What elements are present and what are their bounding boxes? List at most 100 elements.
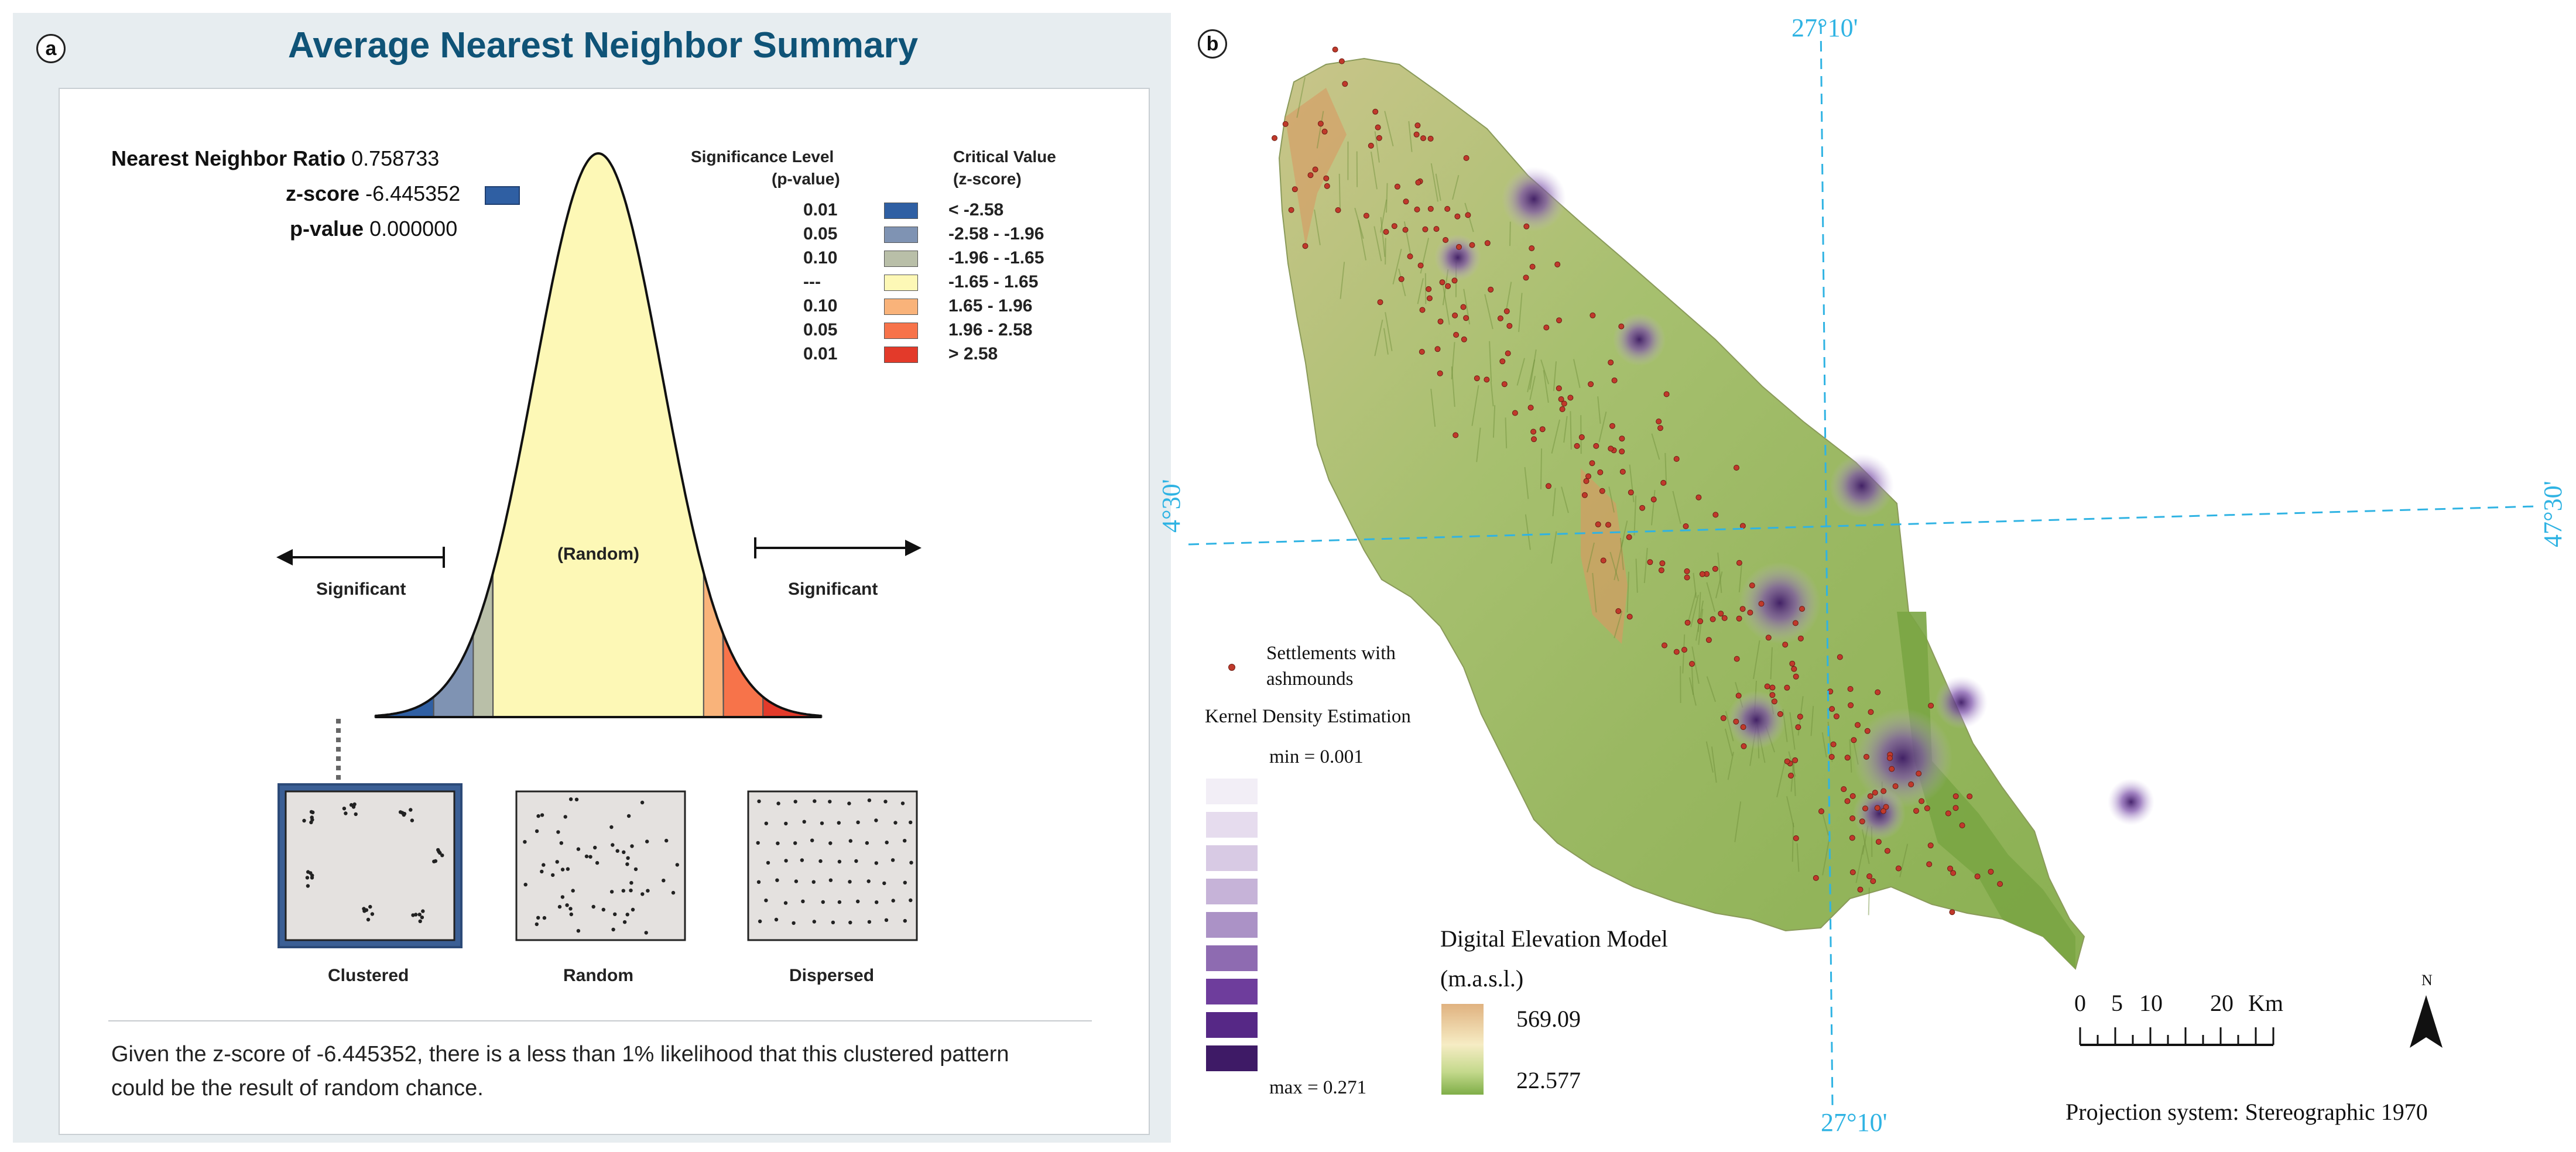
settlement-point <box>1608 359 1614 366</box>
pattern-point <box>882 881 886 886</box>
settlement-point <box>1419 307 1426 313</box>
pattern-point <box>801 899 805 904</box>
terrain-ridge <box>1552 488 1556 516</box>
terrain-ridge <box>1452 174 1460 200</box>
pattern-point <box>622 920 627 924</box>
settlement-point <box>1506 323 1513 329</box>
settlement-point <box>1673 456 1680 462</box>
settlement-point <box>1402 227 1409 233</box>
settlement-point <box>1747 609 1753 616</box>
settlement-point <box>1952 805 1959 811</box>
settlement-point <box>1338 58 1345 64</box>
terrain-ridge <box>1687 592 1697 626</box>
settlement-point <box>1377 299 1383 306</box>
settlement-point <box>1626 534 1632 540</box>
terrain-ridge <box>1384 111 1394 147</box>
terrain-ridge <box>1490 382 1494 407</box>
terrain-ridge <box>1385 312 1393 351</box>
terrain-ridge <box>1598 412 1607 443</box>
pattern-point <box>593 845 597 850</box>
graticule-meridian <box>1820 23 1834 1107</box>
settlement-point <box>1383 229 1389 235</box>
settlement-point <box>1639 505 1646 511</box>
settlement-point <box>1454 213 1461 220</box>
pattern-point <box>368 904 372 909</box>
pattern-point <box>306 884 310 888</box>
kde-map <box>1188 23 2536 1107</box>
nn-ratio-label: Nearest Neighbor Ratio <box>111 146 346 170</box>
settlement-point <box>1837 654 1843 660</box>
settlement-point <box>1427 205 1434 212</box>
terrain-ridge <box>1340 262 1345 299</box>
settlement-point <box>1312 166 1318 173</box>
pattern-point <box>664 838 669 843</box>
settlement-point <box>1407 253 1413 259</box>
pattern-point <box>574 797 579 802</box>
settlement-point <box>1857 886 1864 893</box>
table-p-value: 0.05 <box>803 224 838 244</box>
pattern-point <box>306 870 310 874</box>
settlement-point <box>1792 757 1799 763</box>
terrain-ridge <box>1525 514 1531 550</box>
pattern-point <box>900 801 905 805</box>
curve-region-random <box>492 153 704 718</box>
settlement-point <box>1619 436 1625 442</box>
terrain-ridge <box>1614 611 1623 639</box>
settlement-point <box>1988 869 1994 875</box>
projection-text: Projection system: Stereographic 1970 <box>2065 1099 2428 1125</box>
terrain-ridge <box>1614 539 1624 581</box>
settlement-point <box>1795 724 1801 731</box>
settlement-point <box>1595 521 1601 527</box>
settlement-point <box>1363 212 1369 219</box>
terrain-ridge <box>1693 572 1697 598</box>
terrain-ridge <box>1529 376 1536 400</box>
terrain-ridge <box>1392 248 1402 284</box>
pattern-point <box>802 820 806 824</box>
pattern-point <box>828 800 832 804</box>
kde-legend-min: min = 0.001 <box>1269 746 1364 767</box>
settlement-point <box>1445 283 1451 289</box>
kde-hotspot <box>1853 708 1952 808</box>
pattern-point <box>837 821 841 825</box>
settlement-point <box>1874 805 1880 811</box>
pattern-point <box>848 920 852 925</box>
terrain-ridge <box>1430 389 1436 427</box>
settlement-point <box>1771 698 1777 705</box>
kde-swatch <box>1206 912 1258 938</box>
settlement-point <box>1684 619 1691 626</box>
terrain-ridge <box>1629 464 1635 503</box>
pattern-point <box>818 859 823 863</box>
terrain-ridge <box>1374 319 1383 356</box>
settlement-point <box>1463 315 1469 321</box>
pattern-point <box>854 859 858 863</box>
pattern-label-random: Random <box>563 966 633 985</box>
settlement-point <box>1818 808 1824 814</box>
settlement-point <box>1619 448 1625 455</box>
pattern-point <box>893 821 898 825</box>
terrain-ridge <box>1442 284 1450 325</box>
settlement-point <box>1443 237 1449 243</box>
settlement-point <box>1749 582 1755 589</box>
settlement-point <box>1849 815 1856 821</box>
kde-hotspot <box>1935 676 1988 729</box>
table-p-value: 0.10 <box>803 248 838 268</box>
pattern-point <box>551 873 555 877</box>
pattern-point <box>557 904 562 909</box>
settlement-point <box>1398 276 1405 282</box>
settlement-point <box>1335 207 1341 213</box>
kde-swatch <box>1206 945 1258 971</box>
settlement-point <box>1523 223 1530 229</box>
pattern-point <box>568 797 573 801</box>
pattern-point <box>418 919 422 924</box>
pattern-point <box>758 919 762 924</box>
kde-hotspot <box>1434 234 1481 281</box>
settlement-point <box>1892 783 1899 790</box>
z-score-marker <box>485 186 520 205</box>
terrain-ridge <box>1682 634 1686 674</box>
terrain-ridge <box>1471 385 1479 426</box>
pattern-point <box>792 921 796 925</box>
settlement-point <box>1460 304 1467 310</box>
settlement-point <box>1272 135 1277 141</box>
pattern-point <box>563 815 567 819</box>
settlement-point <box>1758 601 1765 607</box>
